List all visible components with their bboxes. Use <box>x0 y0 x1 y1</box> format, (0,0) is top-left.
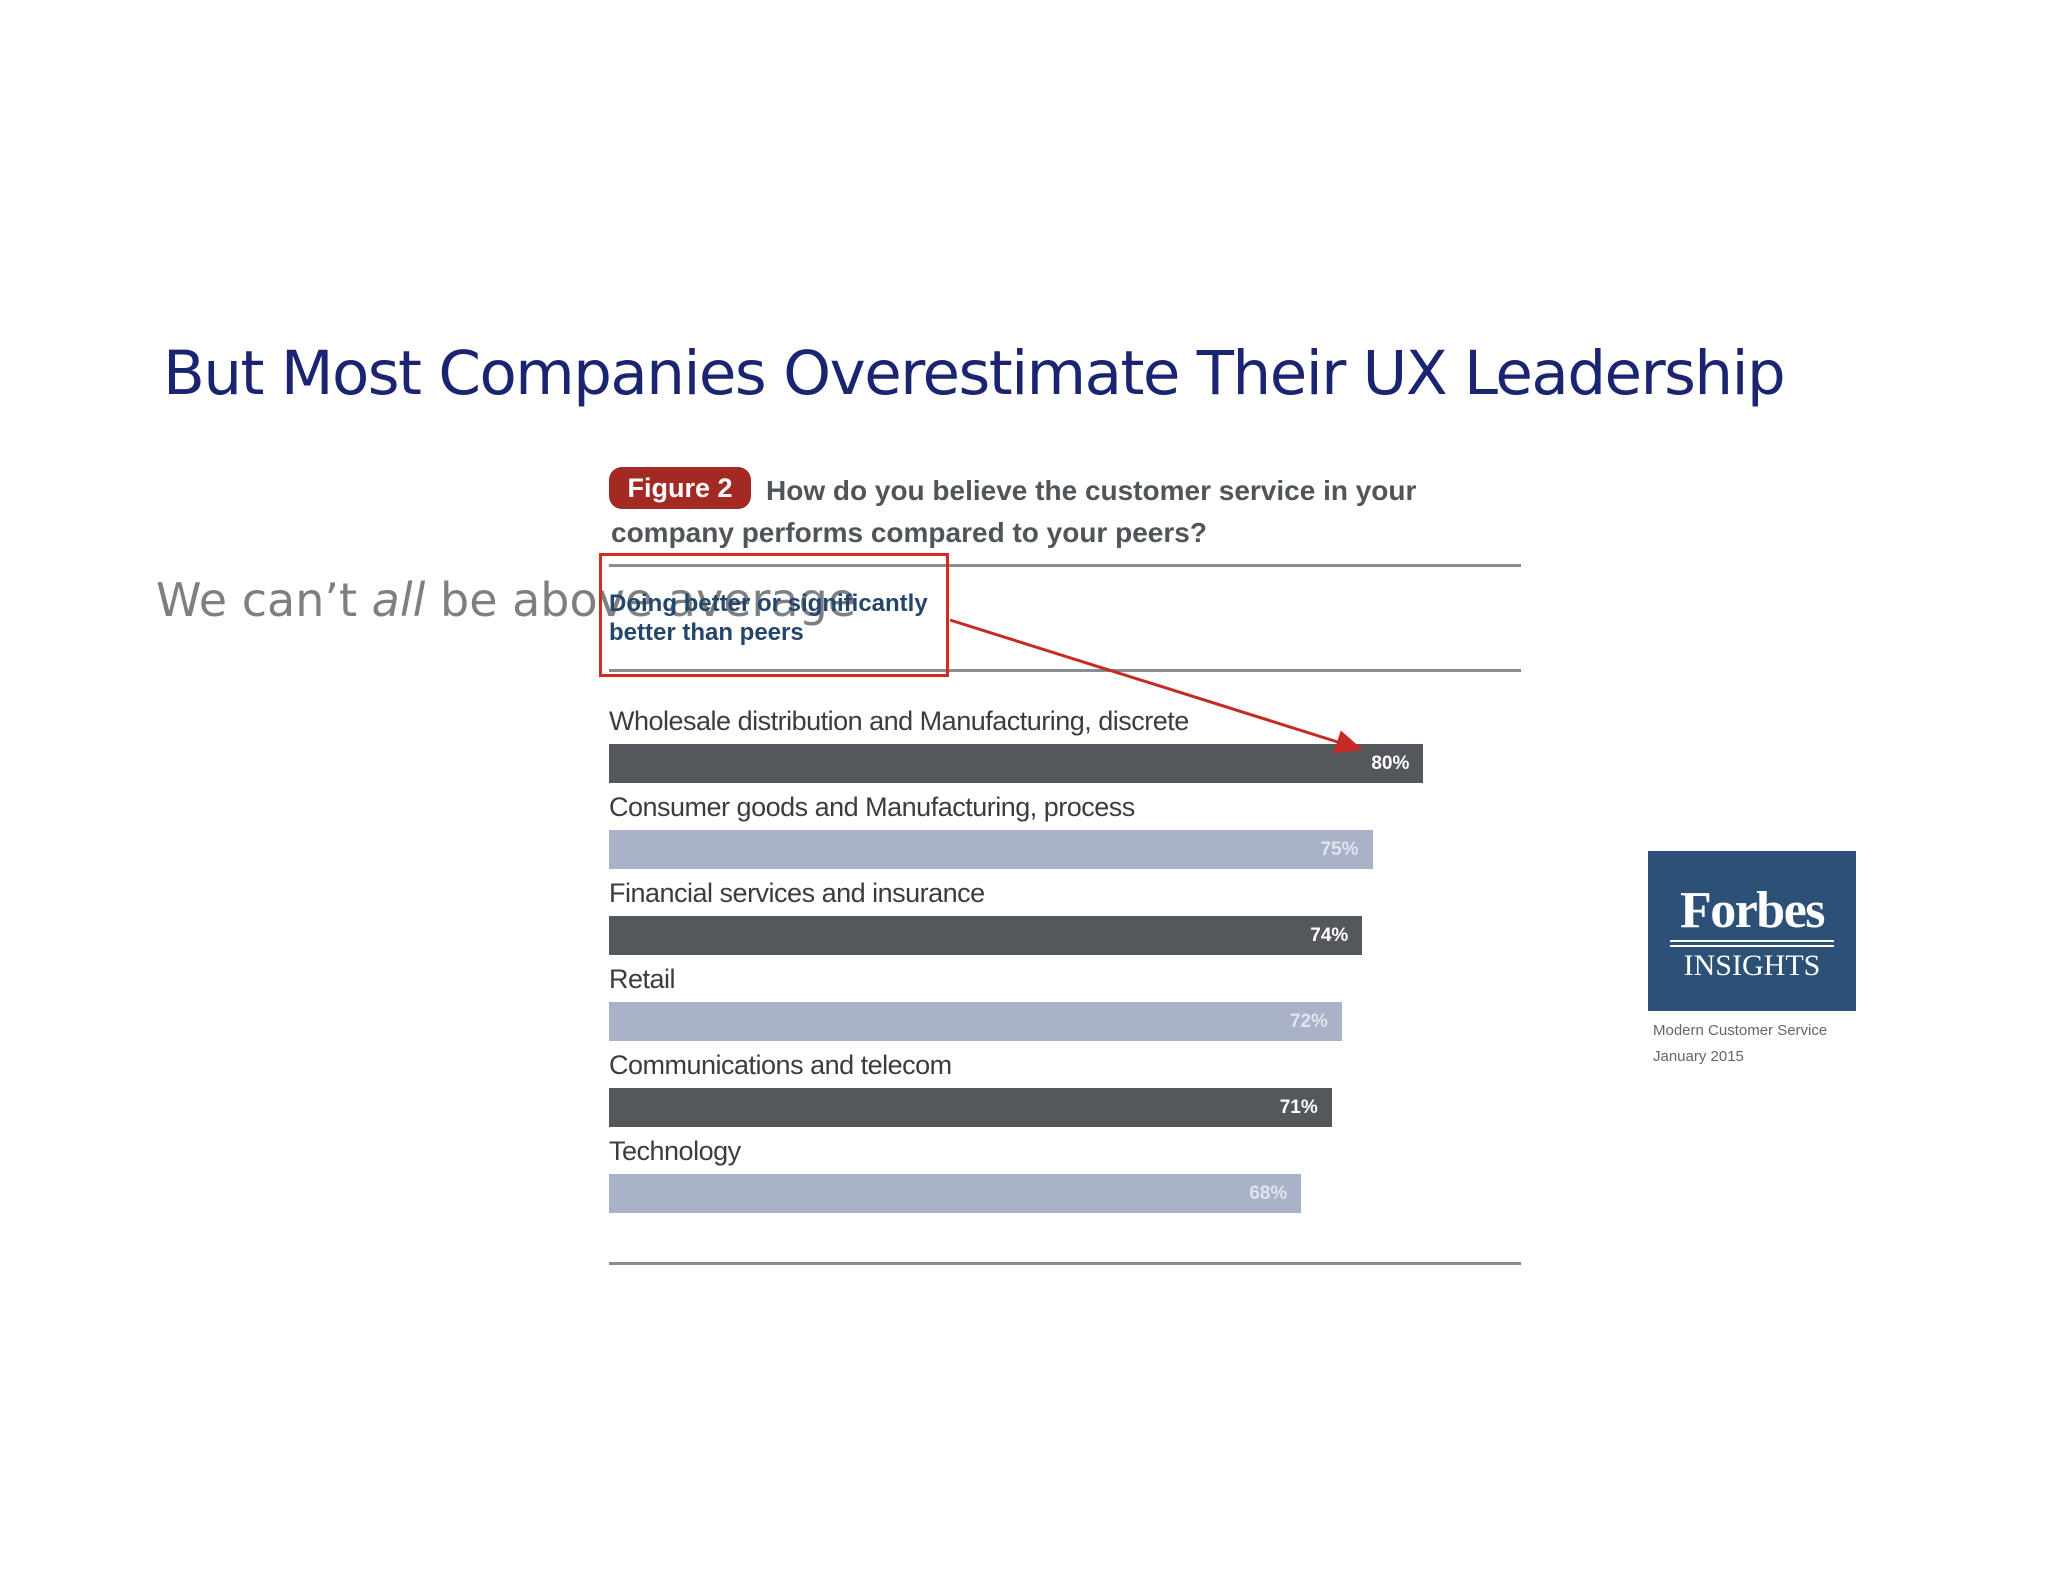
side-note: We can’t all be above average <box>156 568 856 632</box>
bar-value-label: 72% <box>1289 1011 1328 1032</box>
category-label: Consumer goods and Manufacturing, proces… <box>609 792 1135 822</box>
highlight-box <box>599 553 949 677</box>
bar <box>609 916 1363 955</box>
logo-rule <box>1670 945 1834 947</box>
subhead-rule <box>609 669 1521 672</box>
logo-rule <box>1670 940 1834 942</box>
bar-value-label: 75% <box>1320 839 1359 860</box>
side-note-post: be above average <box>425 573 857 627</box>
category-label: Retail <box>609 964 676 994</box>
figure-question: How do you believe the customer service … <box>611 475 1417 548</box>
category-label: Technology <box>609 1136 741 1166</box>
source-date: January 2015 <box>1653 1048 1744 1065</box>
figure-subheading: Doing better or significantly better tha… <box>609 590 928 646</box>
bar-value-label: 74% <box>1310 925 1349 946</box>
side-note-emphasis: all <box>371 573 426 627</box>
forbes-logo-insights: INSIGHTS <box>1683 949 1821 982</box>
bar-value-label: 80% <box>1371 753 1410 774</box>
bottom-rule <box>609 1262 1521 1265</box>
bar <box>609 1088 1332 1127</box>
bar <box>609 744 1424 783</box>
category-label: Wholesale distribution and Manufacturing… <box>609 706 1189 736</box>
source-title: Modern Customer Service <box>1653 1022 1828 1039</box>
category-label: Communications and telecom <box>609 1050 952 1080</box>
bar-value-label: 71% <box>1279 1097 1318 1118</box>
forbes-insights-logo: Forbes INSIGHTS <box>1648 851 1856 1011</box>
forbes-logo-word: Forbes <box>1679 882 1826 939</box>
figure-badge: Figure 2 <box>609 467 751 509</box>
category-label: Financial services and insurance <box>609 878 985 908</box>
bar <box>609 1174 1302 1213</box>
top-rule <box>609 564 1521 567</box>
side-note-pre: We can’t <box>156 573 372 627</box>
bar <box>609 830 1373 869</box>
bar-value-label: 68% <box>1249 1183 1288 1204</box>
bar <box>609 1002 1342 1041</box>
slide-title: But Most Companies Overestimate Their UX… <box>163 338 1786 409</box>
